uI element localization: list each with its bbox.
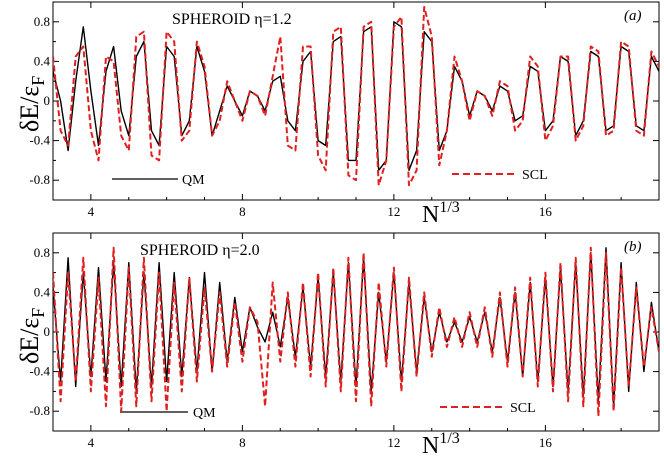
panel-b-x-tick-label: 16 [539, 435, 553, 450]
panel-a-y-tick-label: -0.8 [29, 172, 50, 187]
panel-b-y-tick-label: 0.8 [34, 245, 50, 260]
panel-a-x-tick-label: 8 [239, 204, 246, 219]
panel-b-legend-scl-label: SCL [510, 401, 536, 416]
panel-a-legend-qm-label: QM [182, 173, 205, 188]
panel-b-title: SPHEROID η=2.0 [140, 242, 260, 259]
panel-a-x-tick-label: 16 [539, 204, 553, 219]
panel-b-xlabel: N1/3 [422, 430, 460, 459]
panel-a-x-tick-label: 4 [88, 204, 95, 219]
panel-a-y-tick-label: 0.8 [34, 14, 50, 29]
panel-b-legend-qm-label: QM [193, 406, 216, 421]
panel-a-y-tick-label: 0 [44, 93, 51, 108]
panel-b-x-tick-label: 12 [387, 435, 400, 450]
panel-a-ylabel: δE/εF [15, 76, 48, 132]
panel-b-x-tick-label: 8 [239, 435, 246, 450]
panel-b-x-tick-label: 4 [88, 435, 95, 450]
panel-a-y-tick-label: -0.4 [29, 133, 50, 148]
panel-b-y-tick-label: 0.4 [34, 284, 51, 299]
panel-a-letter: (a) [624, 8, 642, 24]
panel-b-series-scl-line [53, 246, 659, 418]
panel-b-letter: (b) [624, 239, 642, 255]
panel-a-legend-scl-label: SCL [522, 168, 548, 183]
panel-b: SPHEROID η=2.0 (b) δE/εF N1/3 QM SCL 4 8 1… [15, 232, 660, 459]
panel-a-series-scl-line [53, 6, 659, 187]
panel-a-xlabel: N1/3 [422, 199, 460, 228]
panel-b-y-tick-label: -0.8 [29, 403, 50, 418]
panel-a-title: SPHEROID η=1.2 [172, 11, 292, 28]
panel-a-x-tick-label: 12 [387, 204, 400, 219]
panel-b-y-tick-label: 0 [44, 324, 51, 339]
panel-a-y-tick-label: 0.4 [34, 53, 51, 68]
panel-b-ylabel: δE/εF [15, 308, 48, 364]
panel-a: SPHEROID η=1.2 (a) δE/εF N1/3 QM SCL 4 8 1… [15, 1, 660, 228]
panel-b-y-tick-label: -0.4 [29, 364, 50, 379]
